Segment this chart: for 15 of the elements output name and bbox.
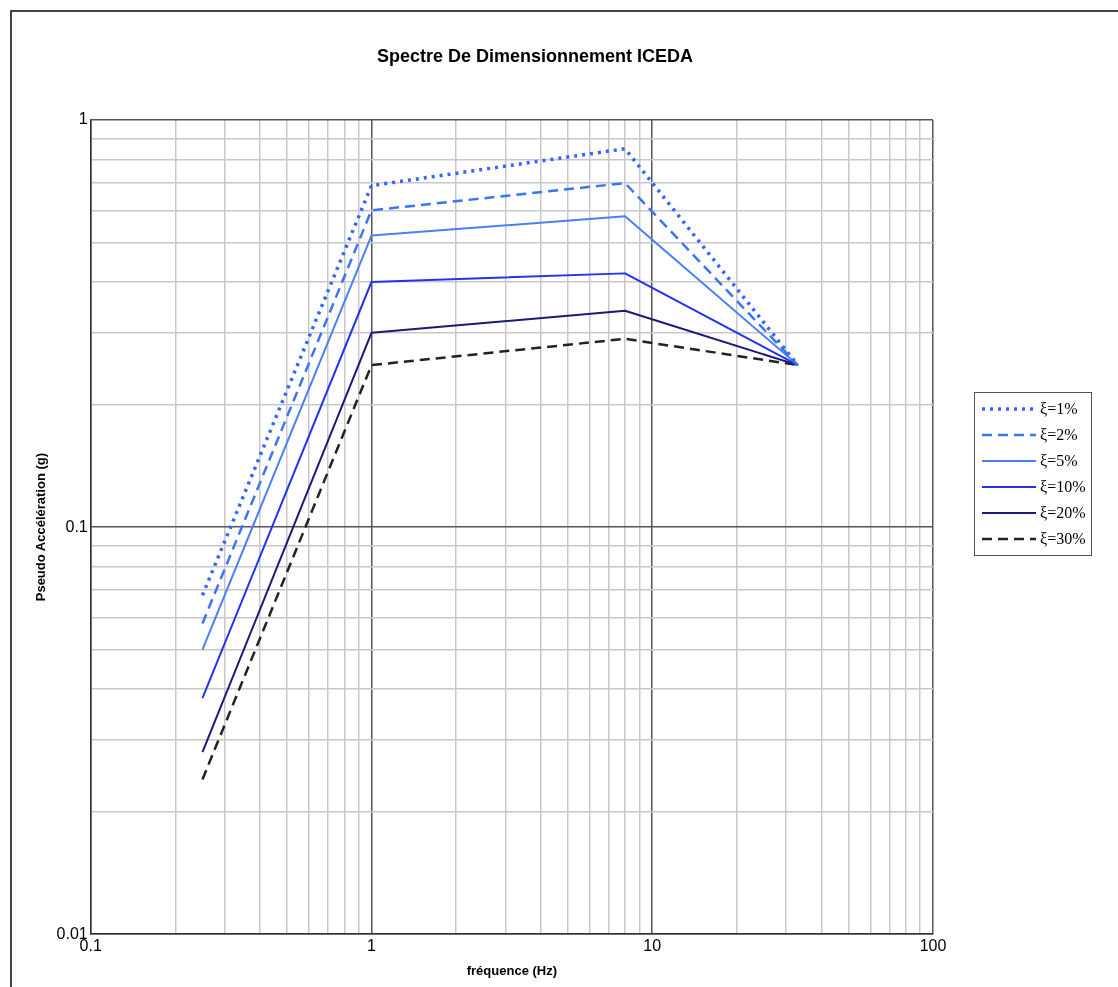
y-tick-label: 1 [78, 110, 88, 128]
x-axis-title: fréquence (Hz) [466, 962, 558, 978]
y-tick-label: 0.1 [65, 517, 88, 535]
legend-label: ξ=30% [1040, 530, 1086, 548]
x-tick-label: 1 [367, 937, 377, 955]
legend-label: ξ=20% [1040, 504, 1086, 522]
y-axis-title: Pseudo Accélération (g) [33, 452, 49, 602]
x-tick-label: 10 [643, 937, 662, 955]
legend-label: ξ=10% [1040, 478, 1086, 496]
x-tick-label: 0.1 [79, 937, 102, 955]
legend-label: ξ=2% [1040, 426, 1078, 444]
x-tick-label: 100 [919, 937, 947, 955]
legend-label: ξ=5% [1040, 452, 1078, 470]
legend-label: ξ=1% [1040, 400, 1078, 418]
chart-title: Spectre De Dimensionnement ICEDA [375, 46, 695, 67]
